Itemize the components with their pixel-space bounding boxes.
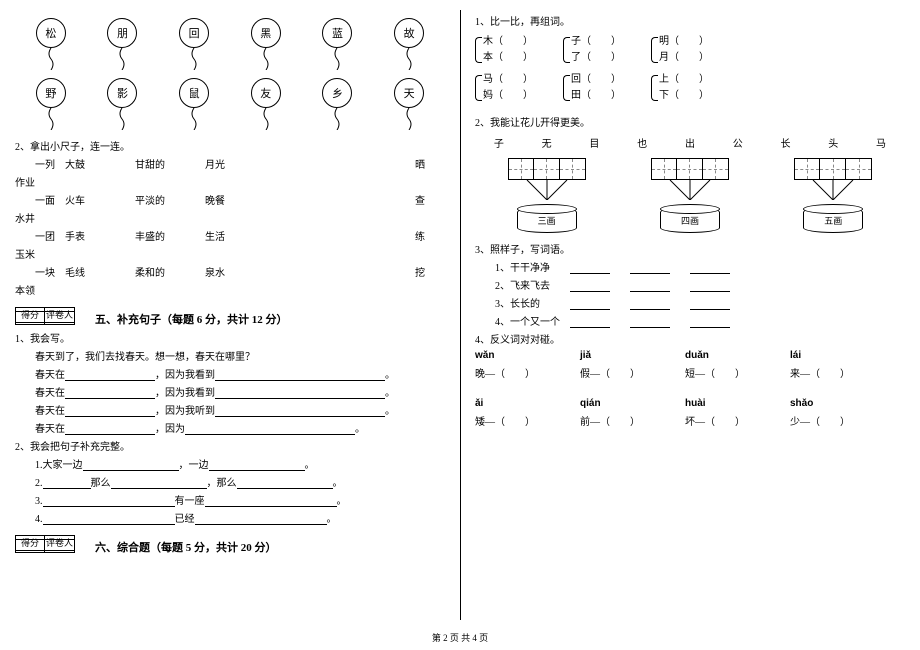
r-q3-items: 1、干干净净 2、飞来飞去 3、长长的 4、一个又一个 — [475, 259, 905, 328]
balloon-char: 乡 — [322, 78, 352, 108]
q5-2-lines: 1.大家一边，一边。2.那么，那么。3.有一座。4.已经。 — [15, 456, 445, 525]
balloon-char: 朋 — [107, 18, 137, 48]
bracket-pair: 马（ ）妈（ ） — [475, 72, 533, 104]
antonyms: wǎnjiǎduǎnlái晚—（ ）假—（ ）短—（ ）来—（ ）ǎiqiánh… — [475, 350, 905, 428]
pinyin: shǎo — [790, 398, 895, 409]
pinyin: wǎn — [475, 350, 580, 361]
balloon: 野 — [36, 78, 66, 130]
balloon: 影 — [107, 78, 137, 130]
balloon: 天 — [394, 78, 424, 130]
bracket-pair: 木（ ）本（ ） — [475, 34, 533, 66]
balloon-row-2: 野影鼠友乡天 — [15, 78, 445, 130]
question-2-label: 2、拿出小尺子，连一连。 — [15, 138, 445, 153]
flower-row: 三画 四画 五画 — [475, 158, 905, 233]
spring-lines: 春天在，因为我看到。春天在，因为我看到。春天在，因为我听到。春天在，因为。 — [15, 366, 445, 435]
r-q1: 1、比一比，再组词。 — [475, 13, 905, 28]
balloon-char: 蓝 — [322, 18, 352, 48]
pinyin: huài — [685, 398, 790, 409]
pinyin: duǎn — [685, 350, 790, 361]
balloon-char: 松 — [36, 18, 66, 48]
right-column: 1、比一比，再组词。 木（ ）本（ ） 子（ ）了（ ） 明（ ）月（ ） 马（ ）妈… — [460, 0, 920, 650]
balloon-char: 鼠 — [179, 78, 209, 108]
balloon-char: 故 — [394, 18, 424, 48]
stroke-group: 四画 — [630, 158, 750, 233]
cylinder-label: 三画 — [517, 207, 577, 233]
pinyin: ǎi — [475, 398, 580, 409]
page-footer: 第 2 页 共 4 页 — [0, 631, 920, 644]
section-5-title: 五、补充句子（每题 6 分，共计 12 分） — [95, 311, 288, 327]
balloon: 故 — [394, 18, 424, 70]
stroke-group: 三画 — [487, 158, 607, 233]
r-q4: 4、反义词对对碰。 — [475, 331, 905, 346]
balloon-char: 野 — [36, 78, 66, 108]
cylinder-label: 四画 — [660, 207, 720, 233]
q5-1: 1、我会写。 — [15, 330, 445, 345]
char-row: 子无目也出公长头马 — [475, 135, 905, 150]
bracket-pair: 回（ ）田（ ） — [563, 72, 621, 104]
balloon: 鼠 — [179, 78, 209, 130]
balloon-char: 影 — [107, 78, 137, 108]
balloon-row-1: 松朋回黑蓝故 — [15, 18, 445, 70]
balloon-char: 友 — [251, 78, 281, 108]
stroke-group: 五画 — [773, 158, 893, 233]
section-6-title: 六、综合题（每题 5 分，共计 20 分） — [95, 539, 277, 555]
left-column: 松 朋 回 黑 蓝 故 野 影 鼠 友 乡 天 2、拿出小尺子，连一连。 一列大鼓甘甜的月光晒作业一… — [0, 0, 460, 650]
cylinder-label: 五画 — [803, 207, 863, 233]
q5-2: 2、我会把句子补充完整。 — [15, 438, 445, 453]
balloon-char: 天 — [394, 78, 424, 108]
balloon-char: 黑 — [251, 18, 281, 48]
pinyin: qián — [580, 398, 685, 409]
bracket-pair: 子（ ）了（ ） — [563, 34, 621, 66]
balloon: 黑 — [251, 18, 281, 70]
balloon: 乡 — [322, 78, 352, 130]
bracket-groups: 木（ ）本（ ） 子（ ）了（ ） 明（ ）月（ ） 马（ ）妈（ ） 回（ ）田（ ）… — [475, 34, 905, 104]
balloon: 回 — [179, 18, 209, 70]
balloon-char: 回 — [179, 18, 209, 48]
r-q2: 2、我能让花儿开得更美。 — [475, 114, 905, 129]
q5-1-prompt: 春天到了，我们去找春天。想一想，春天在哪里？ — [15, 348, 445, 363]
balloon: 松 — [36, 18, 66, 70]
bracket-pair: 上（ ）下（ ） — [651, 72, 709, 104]
pinyin: lái — [790, 350, 895, 361]
bracket-pair: 明（ ）月（ ） — [651, 34, 709, 66]
matching-pairs: 一列大鼓甘甜的月光晒作业一面火车平淡的晚餐查水井一团手表丰盛的生活练玉米一块毛线… — [15, 156, 445, 297]
balloon: 朋 — [107, 18, 137, 70]
balloon: 蓝 — [322, 18, 352, 70]
balloon: 友 — [251, 78, 281, 130]
r-q3: 3、照样子，写词语。 — [475, 241, 905, 256]
pinyin: jiǎ — [580, 350, 685, 361]
